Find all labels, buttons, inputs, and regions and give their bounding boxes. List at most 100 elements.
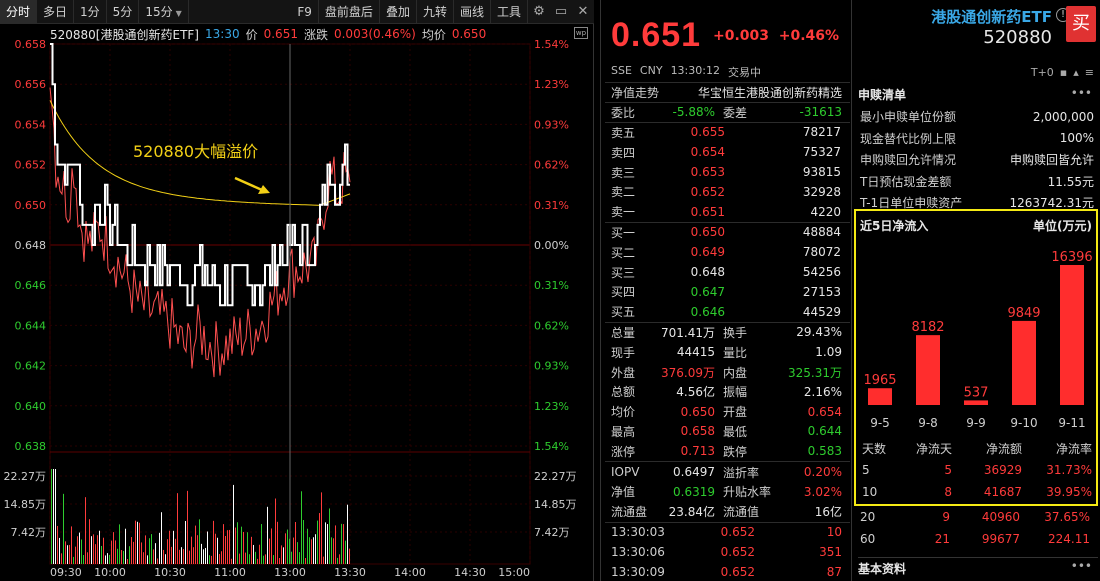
subscription-list: 最小申赎单位份额 2,000,000 现金替代比例上限 100% 申购赎回允许情况 申购赎…	[852, 106, 1100, 214]
bid-level[interactable]: 买四 0.647 27153	[605, 282, 850, 302]
volume-bar	[245, 552, 246, 564]
volume-bar	[205, 547, 206, 564]
stat-label: 振幅	[723, 385, 748, 400]
f9-button[interactable]: F9	[291, 0, 319, 24]
bid-level[interactable]: 买五 0.646 44529	[605, 302, 850, 322]
price-tick-label: 0.646	[15, 279, 47, 292]
subscription-key: 现金替代比例上限	[860, 131, 957, 146]
volume-tick-label: 14.85万	[534, 498, 577, 511]
net-inflow-row-cell: 10	[862, 485, 878, 499]
bid-level-volume: 27153	[802, 284, 841, 299]
subscription-key: T日预估现金差额	[860, 174, 952, 189]
volume-bar	[225, 535, 226, 564]
bell-icon[interactable]: ▴	[1073, 66, 1079, 79]
volume-bar	[181, 547, 182, 564]
gear-icon[interactable]: ⚙	[533, 3, 545, 19]
price-tick-label: 0.656	[15, 78, 47, 91]
overlay-button[interactable]: 叠加	[380, 0, 417, 24]
ask-level[interactable]: 卖四 0.654 75327	[605, 142, 850, 162]
ask-level[interactable]: 卖五 0.655 78217	[605, 123, 850, 143]
quote-pane: 0.651 +0.003 +0.46% SSE CNY 13:30:12 交易中…	[605, 0, 850, 581]
net-inflow-bar[interactable]	[1060, 265, 1084, 405]
stat-value: 325.31万	[788, 365, 842, 380]
subscription-key: 申购赎回允许情况	[860, 153, 957, 168]
ask-level[interactable]: 卖三 0.653 93815	[605, 162, 850, 182]
ask-level-volume: 93815	[802, 165, 841, 180]
volume-bar	[91, 536, 92, 564]
bid-level[interactable]: 买一 0.650 48884	[605, 223, 850, 243]
pct-tick-label: 0.93%	[534, 360, 569, 373]
volume-bar	[101, 545, 102, 564]
volume-bar	[185, 521, 186, 564]
volume-bar	[255, 551, 256, 564]
net-inflow-row-cell: 5	[944, 463, 952, 477]
trade-row[interactable]: 13:30:09 0.652 87	[605, 562, 850, 581]
more-icon[interactable]: •••	[1070, 559, 1092, 573]
tab-intraday[interactable]: 分时	[0, 0, 38, 24]
weibi-value: -5.88%	[672, 105, 715, 120]
net-inflow-row: 10 8 41687 39.95%	[856, 481, 1096, 503]
volume-bar	[57, 525, 58, 564]
ask-level-volume: 78217	[802, 125, 841, 140]
nine-turn-button[interactable]: 九转	[417, 0, 454, 24]
stat-value: 0.713	[680, 444, 715, 459]
net-inflow-bar[interactable]	[916, 335, 940, 405]
pane-divider[interactable]	[600, 0, 601, 581]
volume-bar	[221, 551, 222, 564]
bid-level[interactable]: 买三 0.648 54256	[605, 262, 850, 282]
trade-row[interactable]: 13:30:06 0.652 351	[605, 542, 850, 562]
lock-icon[interactable]: ▪	[1059, 66, 1068, 79]
window-icon[interactable]: ▭	[554, 3, 568, 19]
close-icon[interactable]: ✕	[577, 3, 589, 19]
draw-line-button[interactable]: 画线	[454, 0, 491, 24]
volume-bar	[67, 545, 68, 564]
net-inflow-bar[interactable]	[868, 388, 892, 405]
tab-multi-day[interactable]: 多日	[37, 0, 75, 24]
stat-row: 净值 0.6319 升贴水率 3.02%	[605, 482, 850, 502]
subscription-list-title: 申赎清单	[858, 88, 907, 102]
volume-bar	[293, 537, 294, 564]
weibi-label: 委比	[611, 105, 636, 120]
more-icon[interactable]: •••	[1070, 86, 1092, 100]
tab-1min[interactable]: 1分	[74, 0, 107, 24]
volume-bar	[55, 469, 56, 564]
volume-bar	[209, 555, 210, 564]
tab-15min[interactable]: 15分 ▼	[139, 0, 189, 24]
stat-label: 溢折率	[723, 465, 760, 480]
price-chart-svg[interactable]: 0.658 1.54% 0.656 1.23% 0.654 0.93% 0.652 0.62%…	[0, 24, 594, 581]
signal-icon[interactable]: wp	[574, 27, 588, 39]
list-icon[interactable]: ≡	[1084, 66, 1094, 79]
trade-price: 0.652	[720, 545, 755, 560]
net-inflow-header-cell: 净流额	[985, 441, 1022, 456]
subscription-value: 100%	[1059, 131, 1094, 146]
volume-bar	[251, 536, 252, 564]
volume-bar	[343, 524, 344, 564]
net-inflow-row-cell: 60	[860, 532, 876, 546]
net-inflow-value-label: 1965	[863, 373, 896, 388]
net-inflow-bar[interactable]	[964, 400, 988, 405]
stat-label: 量比	[723, 345, 748, 360]
nav-row[interactable]: 净值走势 华宝恒生港股通创新药精选	[605, 82, 850, 102]
tools-button[interactable]: 工具	[491, 0, 528, 24]
volume-bar	[113, 532, 114, 564]
ask-level[interactable]: 卖二 0.652 32928	[605, 182, 850, 202]
stat-row: 涨停 0.713 跌停 0.583	[605, 441, 850, 461]
trade-row[interactable]: 13:30:03 0.652 10	[605, 523, 850, 543]
ask-level[interactable]: 卖一 0.651 4220	[605, 202, 850, 222]
trade-time: 13:30:03	[611, 525, 665, 540]
volume-bar	[65, 541, 66, 564]
stat-label: 均价	[611, 405, 636, 420]
net-inflow-row-cell: 224.11	[1048, 532, 1090, 546]
net-inflow-value-label: 16396	[1051, 250, 1092, 265]
buy-button[interactable]: 买	[1066, 6, 1096, 42]
volume-bar	[121, 550, 122, 564]
quote-table: 净值走势 华宝恒生港股通创新药精选 委比 -5.88% 委差 -31613 卖五…	[605, 82, 850, 581]
net-inflow-bar[interactable]	[1012, 320, 1036, 405]
bid-level[interactable]: 买二 0.649 78072	[605, 242, 850, 262]
volume-bar	[235, 527, 236, 564]
stat-value: 2.16%	[803, 384, 842, 399]
stat-row: 总量 701.41万 换手 29.43%	[605, 323, 850, 343]
tab-5min[interactable]: 5分	[107, 0, 140, 24]
stat-row: IOPV 0.6497 溢折率 0.20%	[605, 462, 850, 482]
pre-post-market-button[interactable]: 盘前盘后	[319, 0, 380, 24]
